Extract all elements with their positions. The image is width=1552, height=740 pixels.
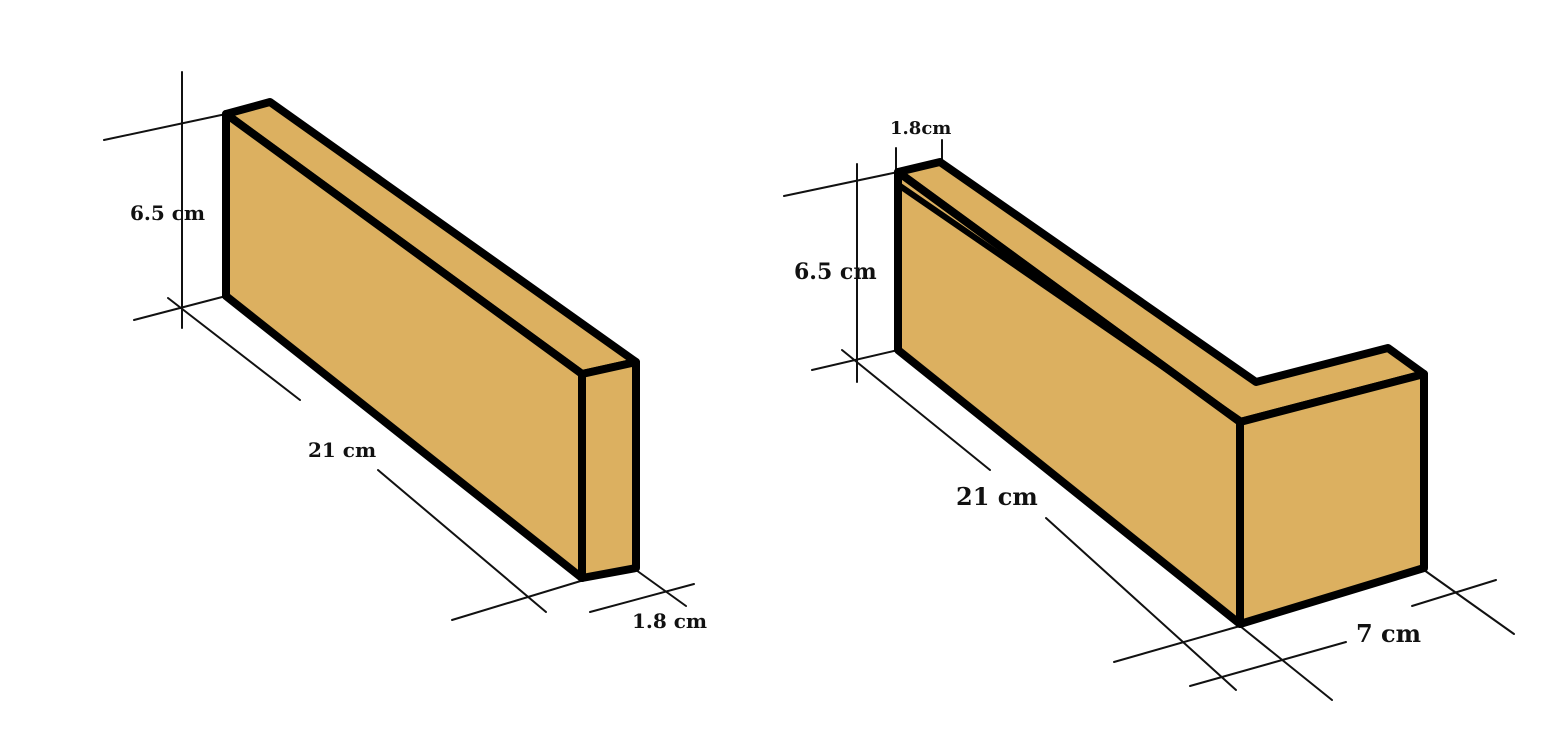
right-length-line-lower (1045, 517, 1237, 691)
right-brick-long-front-face (894, 168, 1244, 628)
left-brick-dimension-lines (103, 71, 695, 621)
left-depth-label: 1.8 cm (632, 609, 707, 633)
right-front-extension-line (1113, 625, 1241, 663)
right-length-label: 21 cm (956, 482, 1038, 511)
right-brick-return-face (1236, 370, 1428, 628)
right-brick-dimension-lines (783, 139, 1515, 701)
right-return-line-right (1411, 579, 1497, 607)
right-return-label: 7 cm (1356, 619, 1421, 648)
left-top-extension-line (103, 113, 227, 141)
left-length-line-upper (167, 297, 301, 401)
right-length-line-upper (841, 349, 991, 471)
left-height-label: 6.5 cm (130, 201, 205, 225)
right-depth-label: 1.8cm (890, 118, 951, 139)
left-brick-front-face (222, 110, 586, 582)
left-depth-extension-line (635, 569, 687, 607)
left-brick-end-face (578, 358, 640, 582)
right-brick: 1.8cm 6.5 cm 21 cm 7 cm (783, 118, 1515, 701)
right-return-line-lower (1239, 625, 1333, 701)
left-length-line-lower (377, 469, 547, 613)
left-depth-line (589, 583, 695, 613)
right-brick-inner-edge (898, 183, 1242, 423)
right-top-extension-line (783, 171, 899, 197)
left-front-extension-line (451, 579, 585, 621)
right-return-base-line (1189, 641, 1347, 687)
left-length-label: 21 cm (308, 438, 376, 462)
right-height-label: 6.5 cm (794, 259, 877, 285)
right-return-extension-line (1423, 569, 1515, 635)
left-brick: 6.5 cm 21 cm 1.8 cm (103, 71, 707, 633)
